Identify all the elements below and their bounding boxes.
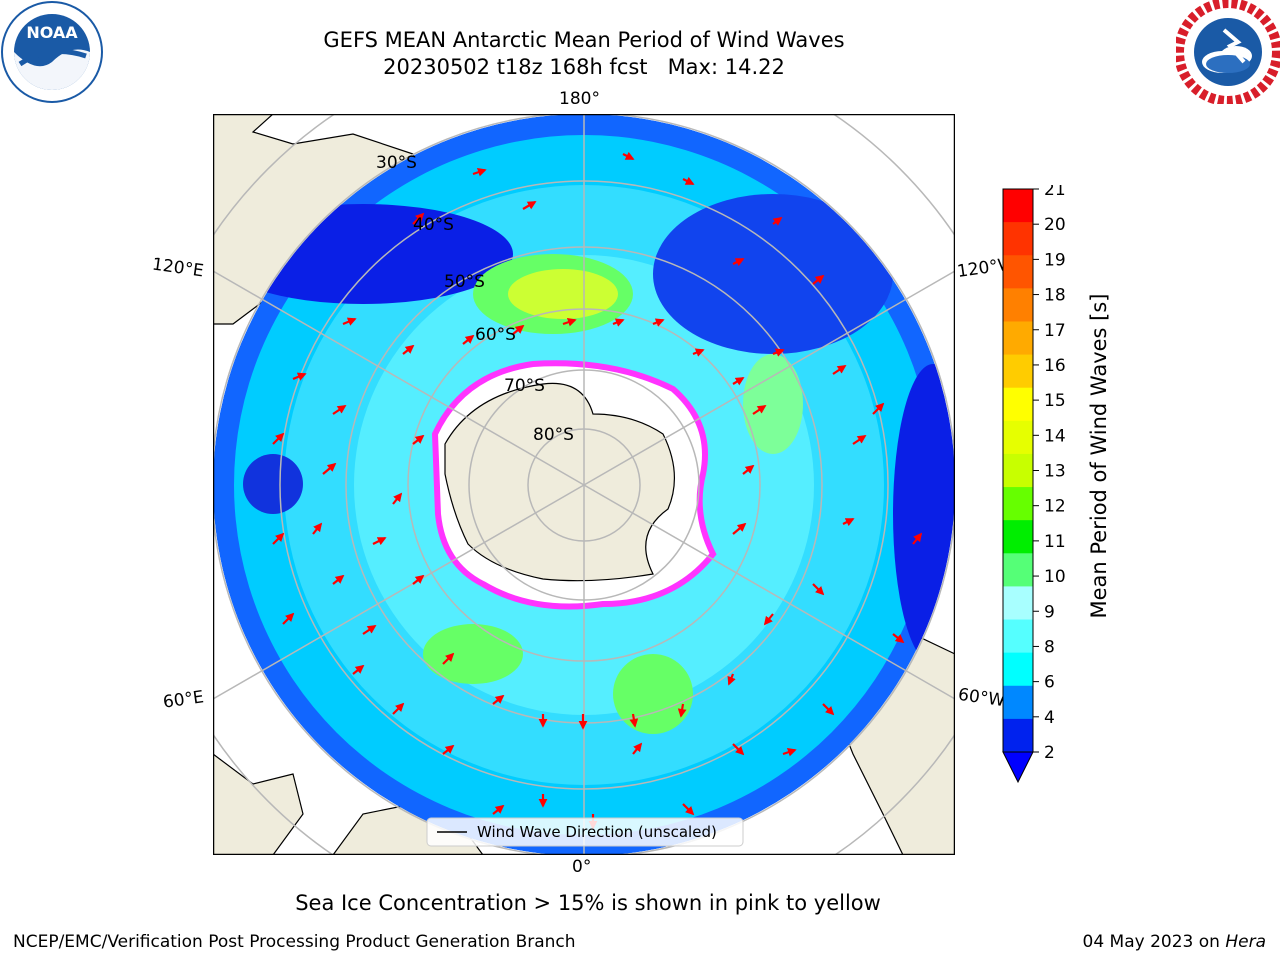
antarctic-map: 30°S 40°S 50°S 60°S 70°S 80°S Wind Wave … (213, 114, 955, 855)
colorbar-segment (1003, 321, 1033, 356)
colorbar-segment (1003, 520, 1033, 554)
noaa-logo-text: NOAA (26, 23, 78, 42)
lat-label-30s: 30°S (376, 153, 417, 173)
graticule (213, 114, 955, 855)
lon-label-60e: 60°E (161, 687, 206, 713)
lat-label-70s: 70°S (504, 376, 545, 396)
colorbar-tick-label: 20 (1044, 215, 1066, 235)
colorbar-segment (1003, 718, 1033, 753)
colorbar-under-triangle (1002, 751, 1034, 784)
wind-wave-arrows (272, 151, 923, 830)
colorbar-tick-label: 16 (1044, 356, 1066, 376)
lon-label-120e: 120°E (150, 254, 205, 282)
colorbar-tick-label: 18 (1044, 286, 1066, 306)
colorbar-segment (1003, 652, 1033, 687)
colorbar-tick-label: 10 (1044, 567, 1066, 587)
colorbar-segment (1003, 553, 1033, 587)
colorbar-segment (1003, 222, 1033, 256)
colorbar-tick-label: 6 (1044, 673, 1055, 693)
nws-logo (1176, 0, 1280, 104)
sea-ice-caption: Sea Ice Concentration > 15% is shown in … (295, 891, 881, 915)
colorbar-segment (1003, 685, 1033, 720)
chart-title: GEFS MEAN Antarctic Mean Period of Wind … (323, 28, 845, 52)
colorbar-segment (1003, 189, 1033, 223)
lat-label-40s: 40°S (413, 215, 454, 235)
legend-label: Wind Wave Direction (unscaled) (477, 823, 717, 841)
colorbar-tick-label: 9 (1044, 602, 1055, 622)
colorbar-segment (1003, 420, 1033, 455)
lat-label-80s: 80°S (533, 425, 574, 445)
colorbar-tick-label: 13 (1044, 462, 1066, 482)
lat-label-50s: 50°S (444, 272, 485, 292)
colorbar-segment (1003, 453, 1033, 488)
colorbar-tick-label: 11 (1044, 532, 1066, 552)
lon-label-0: 0° (572, 857, 592, 877)
colorbar-tick-label: 4 (1044, 708, 1055, 728)
colorbar-tick-label: 17 (1044, 321, 1066, 341)
colorbar-segment (1003, 387, 1033, 422)
chart-subtitle: 20230502 t18z 168h fcst Max: 14.22 (383, 55, 785, 79)
colorbar-tick-label: 8 (1044, 637, 1055, 657)
footer-date: 04 May 2023 on Hera (1083, 932, 1267, 952)
colorbar-segment (1003, 354, 1033, 389)
colorbar: 21 20 19 18 17 16 15 14 13 12 11 10 9 8 6 4 2 Mean Perio… (1002, 185, 1111, 784)
footer-credit: NCEP/EMC/Verification Post Processing Pr… (13, 932, 576, 952)
noaa-logo: NOAA (1, 1, 103, 103)
colorbar-tick-label: 14 (1044, 426, 1066, 446)
footer-date-text: 04 May 2023 on (1082, 932, 1226, 952)
map-legend: Wind Wave Direction (unscaled) (426, 817, 744, 847)
lat-label-60s: 60°S (475, 325, 516, 345)
colorbar-label: Mean Period of Wind Waves [s] (1087, 294, 1111, 619)
colorbar-tick-label: 15 (1044, 391, 1066, 411)
lon-label-180: 180° (559, 89, 600, 109)
colorbar-segment (1003, 487, 1033, 521)
colorbar-segment (1003, 619, 1033, 654)
colorbar-segment (1003, 255, 1033, 289)
colorbar-segment (1003, 586, 1033, 621)
colorbar-segment (1003, 288, 1033, 322)
colorbar-tick-label: 21 (1044, 185, 1066, 200)
colorbar-tick-label: 2 (1044, 743, 1055, 763)
colorbar-tick-label: 19 (1044, 250, 1066, 270)
colorbar-tick-label: 12 (1044, 497, 1066, 517)
footer-machine: Hera (1225, 932, 1266, 952)
